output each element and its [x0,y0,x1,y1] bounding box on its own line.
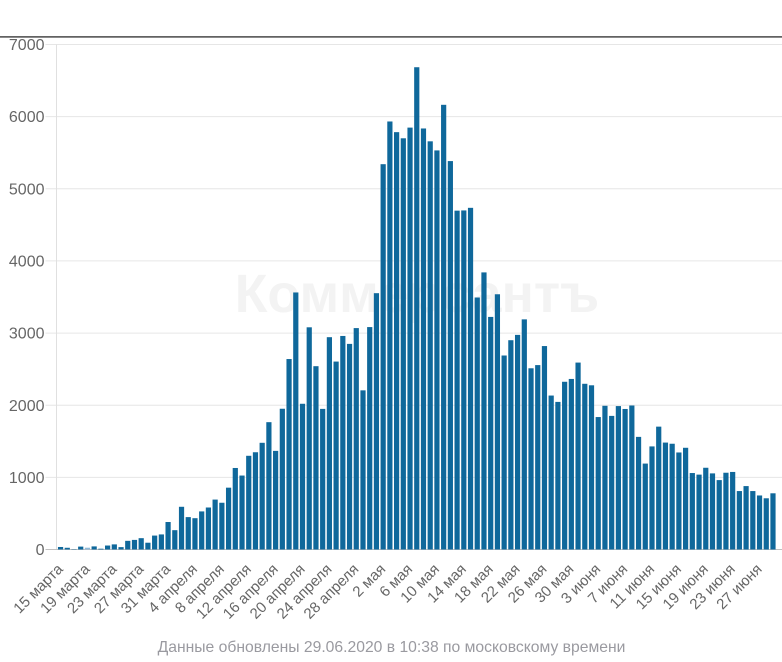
svg-text:Данные обновлены 29.06.2020 в: Данные обновлены 29.06.2020 в 10:38 по м… [158,639,626,656]
svg-text:1000: 1000 [9,470,45,487]
svg-text:0: 0 [36,542,45,559]
svg-text:5000: 5000 [9,181,45,198]
svg-text:2000: 2000 [9,398,45,415]
svg-text:7000: 7000 [9,37,45,54]
svg-text:3000: 3000 [9,326,45,343]
svg-text:6000: 6000 [9,109,45,126]
svg-text:4000: 4000 [9,254,45,271]
